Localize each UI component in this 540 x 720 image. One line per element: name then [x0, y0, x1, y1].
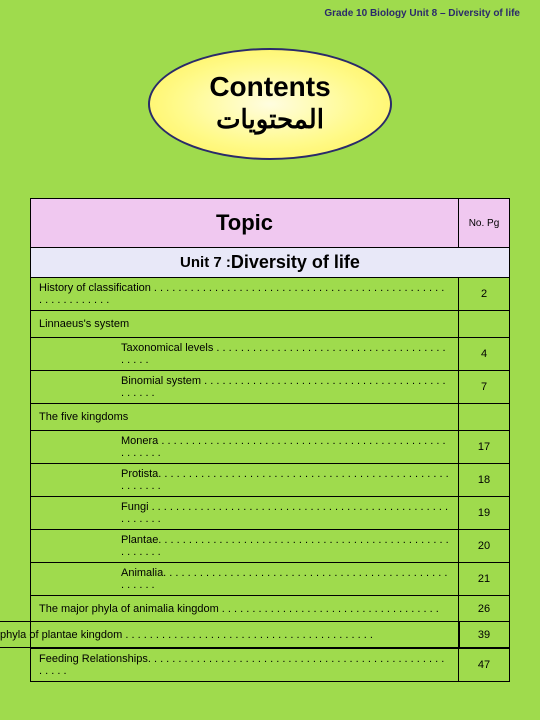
topic-cell: The five kingdoms — [31, 404, 459, 430]
page-cell: 4 — [459, 338, 509, 370]
topic-cell: History of classification . . . . . . . … — [31, 278, 459, 310]
topic-cell: Fungi . . . . . . . . . . . . . . . . . … — [31, 497, 459, 529]
topic-cell: Binomial system . . . . . . . . . . . . … — [31, 371, 459, 403]
page-cell: 7 — [459, 371, 509, 403]
table-row: The five kingdoms — [31, 404, 509, 431]
table-row: Protista. . . . . . . . . . . . . . . . … — [31, 464, 509, 497]
topic-cell: Monera . . . . . . . . . . . . . . . . .… — [31, 431, 459, 463]
table-row: The major phyla of animalia kingdom . . … — [31, 596, 509, 622]
page-cell: 26 — [459, 596, 509, 622]
title-en: Contents — [209, 72, 330, 103]
table-row-last: Feeding Relationships. . . . . . . . . .… — [31, 649, 509, 681]
page-cell: 21 — [459, 563, 509, 595]
overflow-row: phyla of plantae kingdom . . . . . . . .… — [0, 621, 510, 648]
page-cell: 2 — [459, 278, 509, 310]
page-cell: 47 — [459, 649, 509, 681]
topic-cell: Protista. . . . . . . . . . . . . . . . … — [31, 464, 459, 496]
page-cell: 17 — [459, 431, 509, 463]
page-header-col: No. Pg — [459, 199, 509, 247]
title-ellipse: Contents المحتويات — [148, 48, 392, 160]
page-cell: 20 — [459, 530, 509, 562]
page-cell — [460, 622, 510, 647]
page-cell — [459, 311, 509, 337]
topic-cell: phyla of plantae kingdom . . . . . . . .… — [0, 622, 460, 648]
table-header-row: Topic No. Pg — [31, 199, 509, 248]
topic-cell: Feeding Relationships. . . . . . . . . .… — [31, 649, 459, 681]
unit-row: Unit 7 : Diversity of life — [31, 248, 509, 278]
unit-prefix: Unit 7 : — [180, 254, 231, 271]
table-row: Fungi . . . . . . . . . . . . . . . . . … — [31, 497, 509, 530]
title-ar: المحتويات — [216, 103, 324, 137]
page-header: Grade 10 Biology Unit 8 – Diversity of l… — [324, 8, 520, 19]
topic-cell: Taxonomical levels . . . . . . . . . . .… — [31, 338, 459, 370]
table-row: Binomial system . . . . . . . . . . . . … — [31, 371, 509, 404]
contents-table: Topic No. Pg Unit 7 : Diversity of life … — [30, 198, 510, 682]
table-row: Monera . . . . . . . . . . . . . . . . .… — [31, 431, 509, 464]
table-row: Animalia. . . . . . . . . . . . . . . . … — [31, 563, 509, 596]
topic-header: Topic — [31, 199, 459, 247]
table-row: Linnaeus's system — [31, 311, 509, 338]
topic-cell: Animalia. . . . . . . . . . . . . . . . … — [31, 563, 459, 595]
table-row: Plantae. . . . . . . . . . . . . . . . .… — [31, 530, 509, 563]
page-cell: 19 — [459, 497, 509, 529]
unit-title: Diversity of life — [231, 252, 360, 273]
topic-cell: Plantae. . . . . . . . . . . . . . . . .… — [31, 530, 459, 562]
topic-cell: Linnaeus's system — [31, 311, 459, 337]
page-cell: 18 — [459, 464, 509, 496]
topic-cell: The major phyla of animalia kingdom . . … — [31, 596, 459, 622]
table-row: History of classification . . . . . . . … — [31, 278, 509, 311]
table-row: Taxonomical levels . . . . . . . . . . .… — [31, 338, 509, 371]
page-cell — [459, 404, 509, 430]
